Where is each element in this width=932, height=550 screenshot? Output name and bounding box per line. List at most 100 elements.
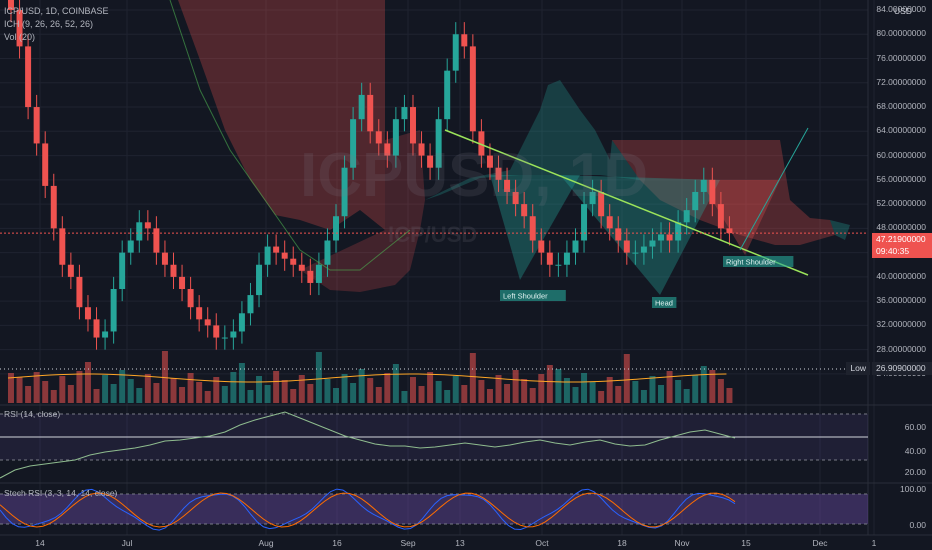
pattern-label: Left Shoulder xyxy=(503,292,548,301)
volume-bar xyxy=(25,386,32,403)
candle xyxy=(221,337,228,339)
candle xyxy=(709,179,716,205)
volume-bar xyxy=(102,375,109,403)
volume-bar xyxy=(409,377,416,403)
candle xyxy=(700,179,707,192)
volume-bar xyxy=(495,375,502,403)
candle xyxy=(495,167,502,180)
candles xyxy=(8,0,733,350)
time-tick: Dec xyxy=(812,538,828,548)
candle xyxy=(179,276,186,290)
pattern-label-bg xyxy=(500,290,566,301)
candle xyxy=(315,264,322,283)
candle xyxy=(136,222,143,241)
volume-bar xyxy=(572,387,579,403)
candle xyxy=(435,119,442,168)
stoch-d-line xyxy=(0,492,736,528)
price-tick: 36.00000000 xyxy=(876,295,926,306)
candle xyxy=(401,107,408,120)
time-tick: Jul xyxy=(121,538,133,548)
volume-bar xyxy=(110,384,117,403)
volume-bar xyxy=(435,381,442,403)
candle xyxy=(16,10,23,47)
candle xyxy=(384,143,391,156)
volume-bar xyxy=(358,369,365,403)
volume-bar xyxy=(170,378,177,403)
volume-bar xyxy=(341,374,348,403)
volume-bar xyxy=(93,389,100,403)
candle xyxy=(281,252,288,259)
stoch-legend[interactable]: Stoch RSI (3, 3, 14, 14, close) xyxy=(4,488,118,498)
volume-bar xyxy=(521,379,528,403)
candle xyxy=(84,307,91,320)
volume-bar xyxy=(709,370,716,403)
candle xyxy=(666,234,673,241)
time-tick: Nov xyxy=(674,538,690,548)
candle xyxy=(341,167,348,217)
volume-bar xyxy=(666,371,673,403)
volume-bar xyxy=(384,373,391,403)
candle xyxy=(375,131,382,144)
candle xyxy=(196,307,203,320)
volume-bar xyxy=(127,379,134,403)
time-tick: Sep xyxy=(400,538,416,548)
volume-bar xyxy=(538,374,545,403)
price-tick: 76.00000000 xyxy=(876,52,926,63)
ichimoku-legend[interactable]: ICH (9, 26, 26, 52, 26) xyxy=(4,19,94,29)
volume-bar xyxy=(692,375,699,403)
volume-bar xyxy=(375,387,382,403)
volume-bar xyxy=(238,363,245,403)
volume-bar xyxy=(324,379,331,403)
candle xyxy=(119,252,126,290)
price-tick: 48.00000000 xyxy=(876,222,926,233)
volume-bar xyxy=(247,390,254,403)
countdown-tag: 09:40:35 xyxy=(872,245,932,258)
volume-bar xyxy=(221,386,228,403)
rsi-legend[interactable]: RSI (14, close) xyxy=(4,409,61,419)
volume-bar xyxy=(632,381,639,403)
candle xyxy=(187,289,194,308)
cloud-bearish xyxy=(300,130,425,292)
currency-label[interactable]: USD xyxy=(892,6,914,16)
volume-bar xyxy=(67,385,74,403)
candle xyxy=(247,295,254,314)
candle xyxy=(324,240,331,265)
stoch-panel xyxy=(0,488,868,531)
volume-bar xyxy=(290,389,297,403)
right-shoulder-shape xyxy=(700,180,780,255)
candle xyxy=(538,240,545,253)
time-tick: 15 xyxy=(741,538,751,548)
candle xyxy=(307,270,314,283)
volume-bar xyxy=(700,366,707,403)
volume-bar xyxy=(658,385,665,403)
symbol-title[interactable]: ICP/USD, 1D, COINBASE xyxy=(4,6,109,16)
candle xyxy=(581,204,588,241)
volume-legend[interactable]: Vol (20) xyxy=(4,32,36,42)
volume-bar xyxy=(204,391,211,403)
candle xyxy=(546,252,553,265)
cloud-bullish xyxy=(425,80,640,200)
candle xyxy=(563,252,570,265)
candle xyxy=(452,34,459,71)
projection-line xyxy=(739,127,809,251)
volume-bar xyxy=(418,386,425,403)
volume-bar xyxy=(213,377,220,403)
candle xyxy=(529,216,536,241)
grid-lines xyxy=(0,0,932,536)
volume-bar xyxy=(196,382,203,403)
candle xyxy=(273,246,280,253)
volume-bar xyxy=(161,351,168,403)
candle xyxy=(25,46,32,108)
volume-bar xyxy=(683,389,690,403)
rsi-axis-40: 40.00 xyxy=(904,446,926,456)
candle xyxy=(256,264,263,296)
candle xyxy=(717,204,724,229)
volume-bar xyxy=(512,370,519,403)
time-tick: 18 xyxy=(617,538,627,548)
time-tick: Oct xyxy=(535,538,549,548)
volume-bar xyxy=(649,376,656,403)
volume-bars xyxy=(7,351,733,403)
volume-bar xyxy=(615,386,622,403)
candle xyxy=(683,210,690,223)
